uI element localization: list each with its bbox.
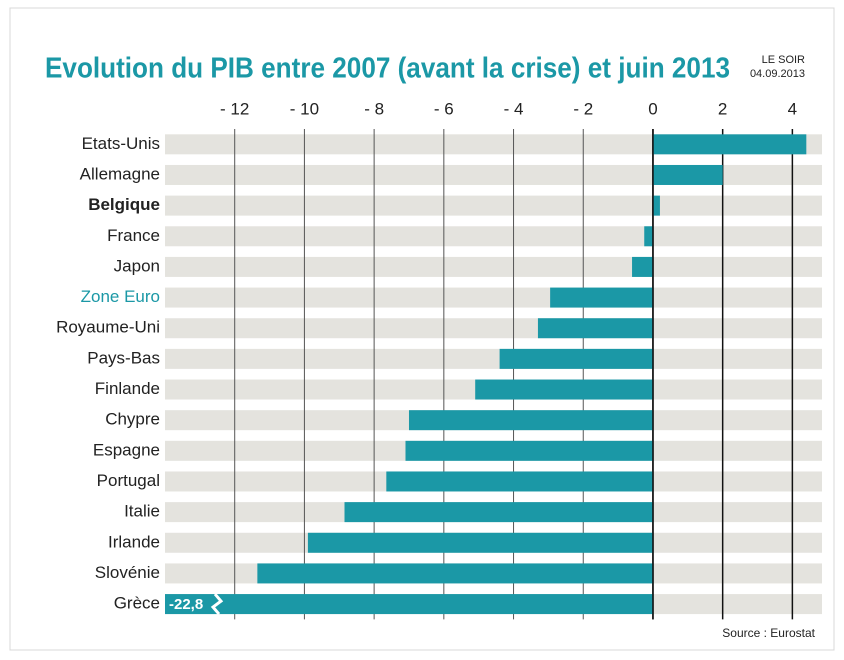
x-tick-label: - 8 [364,99,384,118]
bar [652,134,807,155]
bar [652,164,723,185]
row-band [165,348,822,369]
y-tick-label: Pays-Bas [87,348,160,367]
y-tick-label: Espagne [93,440,160,459]
y-tick-label: France [107,226,160,245]
row-band [165,226,822,247]
x-tick-label: 2 [718,99,727,118]
bar [550,287,653,308]
row-band [165,287,822,308]
y-tick-label: Finlande [95,379,160,398]
bar [165,594,653,615]
row-band [165,256,822,277]
x-tick-label: - 4 [504,99,524,118]
y-tick-label: Allemagne [80,164,160,183]
y-tick-label: Irlande [108,532,160,551]
x-tick-label: 0 [648,99,657,118]
bar [644,226,653,247]
row-band [165,318,822,339]
bar [386,471,653,492]
row-band [165,195,822,216]
x-tick-label: - 2 [573,99,593,118]
row-band [165,164,822,185]
bar [344,502,653,523]
y-tick-label: Royaume-Uni [56,318,160,337]
bar [499,348,653,369]
bar [537,318,653,339]
x-tick-label: - 10 [290,99,319,118]
source-note: Source : Eurostat [722,626,815,640]
bar [257,563,653,584]
publisher: LE SOIR [762,54,805,66]
y-tick-label: Zone Euro [81,287,160,306]
y-tick-label: Slovénie [95,563,160,582]
y-tick-label: Portugal [97,471,160,490]
chart-title: Evolution du PIB entre 2007 (avant la cr… [45,53,730,85]
axis-break [210,593,224,616]
x-tick-label: - 12 [220,99,249,118]
bar [405,440,653,461]
y-tick-label: Italie [124,502,160,521]
y-tick-label: Grèce [114,594,160,613]
y-tick-label: Chypre [105,410,160,429]
bar [408,410,653,431]
date: 04.09.2013 [750,68,805,80]
y-tick-label: Etats-Unis [82,134,160,153]
bar [652,195,660,216]
x-tick-label: - 6 [434,99,454,118]
bar [632,256,653,277]
y-tick-label: Japon [114,256,160,275]
bar [475,379,653,400]
y-tick-label: Belgique [88,195,160,214]
x-tick-label: 4 [788,99,797,118]
data-label: -22,8 [169,596,203,613]
bar [307,532,653,553]
